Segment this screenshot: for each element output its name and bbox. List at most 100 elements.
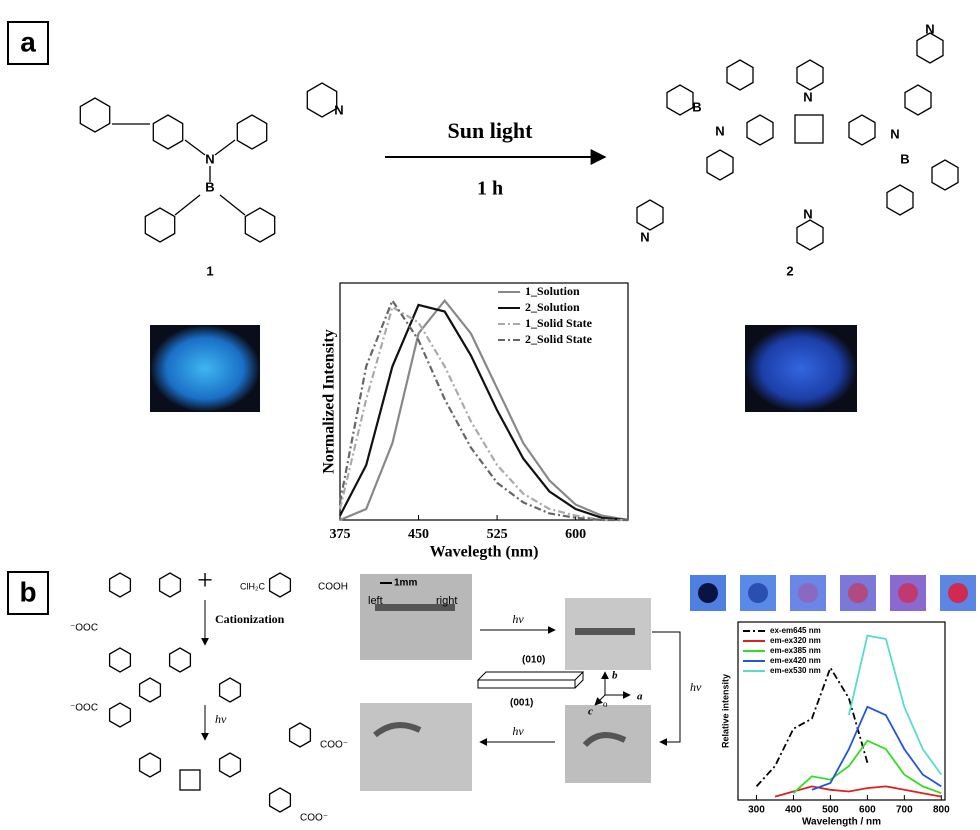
- compound-label: 1: [206, 263, 213, 278]
- x-tick-label: 525: [487, 527, 508, 542]
- x-tick-label: 600: [565, 527, 586, 542]
- ring: [138, 677, 162, 703]
- ring: [218, 752, 242, 778]
- atom: B: [205, 179, 214, 194]
- series-line: [792, 739, 942, 795]
- irradiation: hν: [690, 680, 702, 694]
- ring: [244, 207, 276, 243]
- ring: [904, 84, 932, 116]
- step-label: Cationization: [215, 612, 285, 626]
- arrow: [652, 631, 681, 746]
- ring: [168, 647, 192, 673]
- ring: [288, 722, 312, 748]
- ring: [848, 114, 876, 146]
- atom: N: [803, 89, 812, 104]
- x-axis-label: Wavelength / nm: [802, 817, 881, 828]
- crystal-end: left: [368, 595, 383, 607]
- face: (001): [510, 698, 533, 709]
- bond: [174, 194, 201, 216]
- anion: COO⁻: [320, 740, 348, 751]
- axis-name: b: [612, 670, 618, 682]
- atom: B: [900, 151, 909, 166]
- series-line: [811, 705, 942, 791]
- ring: [796, 219, 824, 251]
- ring: [108, 647, 132, 673]
- anion: COO⁻: [300, 813, 328, 824]
- reaction-time: 1 h: [477, 178, 503, 200]
- axis-name: a: [637, 691, 643, 703]
- crystal-photo: [360, 703, 472, 791]
- crystal-model: [476, 671, 585, 689]
- atom: B: [692, 99, 701, 114]
- panel-label: b: [19, 576, 36, 607]
- x-tick-label: 300: [748, 805, 765, 816]
- legend-label: em-ex320 nm: [770, 636, 821, 645]
- legend-label: em-ex420 nm: [770, 656, 821, 665]
- legend-label: em-ex530 nm: [770, 666, 821, 675]
- compound-label: 2: [786, 263, 793, 278]
- bond: [214, 139, 236, 156]
- x-tick-label: 800: [933, 805, 950, 816]
- ring: [79, 97, 111, 133]
- plus: +: [197, 565, 213, 596]
- irradiation: hν: [512, 724, 524, 738]
- ring: [726, 59, 754, 91]
- panel-label: a: [20, 26, 36, 57]
- ring: [108, 572, 132, 598]
- ring: [138, 752, 162, 778]
- ring: [636, 199, 664, 231]
- atom: N: [803, 206, 812, 221]
- bond: [184, 139, 206, 156]
- crystal-photo: [565, 705, 651, 783]
- series-line: [339, 303, 629, 522]
- ring: [886, 184, 914, 216]
- ring: [916, 32, 944, 64]
- ring: [108, 702, 132, 728]
- series-line: [338, 305, 628, 522]
- legend-label: 1_Solid State: [525, 316, 593, 330]
- ring: [306, 82, 338, 118]
- ring: [144, 207, 176, 243]
- crystal: [575, 628, 635, 635]
- color-swatches: [690, 575, 976, 611]
- series-line: [848, 634, 943, 776]
- series-line: [755, 665, 869, 788]
- ring: [236, 114, 268, 150]
- plot-frame: [737, 621, 946, 801]
- x-tick-label: 500: [822, 805, 839, 816]
- reaction-condition: Sun light: [448, 118, 534, 143]
- ring: [746, 114, 774, 146]
- crystal-photo: [745, 325, 857, 412]
- ring: [931, 159, 959, 191]
- crystal-photo: [150, 325, 260, 412]
- panel-label-box: [7, 21, 49, 65]
- reagent: COOH: [318, 582, 348, 593]
- anion: ⁻OOC: [70, 703, 98, 714]
- legend-label: 2_Solid State: [525, 332, 593, 346]
- ring: [268, 572, 292, 598]
- y-axis-label: Normalized Intensity: [321, 329, 338, 473]
- cyclobutane: [179, 769, 201, 791]
- atom: N: [925, 21, 934, 36]
- x-tick-label: 375: [330, 527, 351, 542]
- plot-frame: [339, 282, 629, 521]
- axis-name: c: [588, 706, 593, 718]
- axis-name: o: [603, 699, 608, 709]
- atom: N: [205, 151, 214, 166]
- bond: [219, 194, 246, 216]
- x-tick-label: 600: [859, 805, 876, 816]
- crystal-end: right: [436, 595, 457, 607]
- crystal-photo: [360, 574, 472, 660]
- atom: N: [715, 123, 724, 138]
- ring: [268, 787, 292, 813]
- atom: N: [334, 102, 343, 117]
- ring: [706, 149, 734, 181]
- legend-label: 2_Solution: [525, 300, 580, 314]
- x-tick-label: 400: [785, 805, 802, 816]
- ring: [158, 572, 182, 598]
- scale-label: 1mm: [394, 578, 417, 589]
- x-tick-label: 700: [896, 805, 913, 816]
- crystal: [373, 722, 422, 738]
- series-line: [339, 298, 629, 522]
